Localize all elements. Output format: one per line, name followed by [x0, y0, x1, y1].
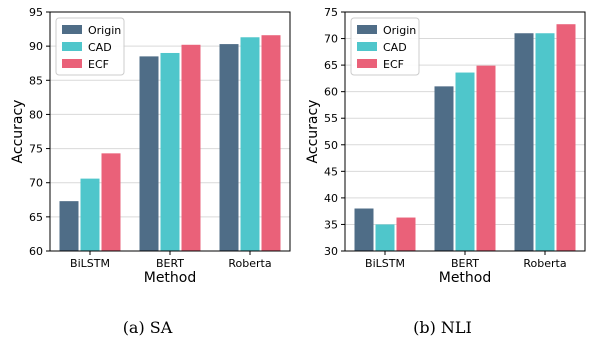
legend-swatch-origin: [62, 25, 82, 34]
y-tick-label: 75: [29, 143, 43, 156]
bar-origin-bert: [434, 86, 454, 251]
plot-frame: [344, 11, 586, 252]
legend-label-ecf: ECF: [383, 58, 404, 71]
x-tick-label: Roberta: [523, 257, 566, 270]
x-tick-label: BiLSTM: [365, 257, 405, 270]
x-tick-label: BERT: [451, 257, 479, 270]
x-axis-label: Method: [144, 270, 197, 286]
y-tick-label: 65: [324, 59, 338, 72]
legend-label-origin: Origin: [88, 24, 121, 37]
x-tick-label: BiLSTM: [70, 257, 110, 270]
y-tick-label: 75: [324, 6, 338, 19]
legend-label-cad: CAD: [383, 41, 407, 54]
y-tick-label: 90: [29, 40, 43, 53]
legend-swatch-origin: [357, 25, 377, 34]
legend-swatch-ecf: [62, 59, 82, 68]
bar-origin-bert: [139, 56, 159, 252]
legend-label-ecf: ECF: [88, 58, 109, 71]
bar-cad-bert: [455, 72, 475, 252]
x-tick-label: BERT: [156, 257, 184, 270]
bar-ecf-bert: [181, 44, 201, 251]
caption-sa: (a) SA: [122, 318, 173, 337]
legend-label-cad: CAD: [88, 41, 112, 54]
y-tick-label: 85: [29, 74, 43, 87]
y-tick-label: 65: [29, 211, 43, 224]
y-tick-label: 70: [29, 177, 43, 190]
chart-nli: 30 35 40 45 50 55 60 65 70 75 BiLSTM BERT Roberta Met…: [305, 6, 586, 286]
legend-swatch-cad: [62, 42, 82, 51]
bar-cad-roberta: [535, 33, 555, 251]
chart-sa: 60 65 70 75 80 85 90 95 BiLSTM BERT Roberta Method A…: [10, 6, 291, 286]
bar-cad-bert: [160, 52, 180, 251]
y-axis-label: Accuracy: [305, 100, 321, 164]
x-tick-label: Roberta: [228, 257, 271, 270]
plot-frame: [49, 11, 291, 252]
bar-origin-bilstm: [354, 208, 374, 251]
y-tick-label: 60: [324, 86, 338, 99]
y-tick-label: 70: [324, 33, 338, 46]
bar-cad-bilstm: [80, 178, 100, 251]
y-axis-label: Accuracy: [10, 100, 26, 164]
figure-sa: 60 65 70 75 80 85 90 95 BiLSTM BERT Roberta Method A…: [10, 6, 291, 337]
bar-ecf-bilstm: [101, 153, 121, 251]
bar-origin-roberta: [514, 33, 534, 251]
y-tick-label: 35: [324, 218, 338, 231]
bar-ecf-bilstm: [396, 217, 416, 251]
legend-label-origin: Origin: [383, 24, 416, 37]
bar-origin-bilstm: [59, 201, 79, 251]
bar-cad-roberta: [240, 37, 260, 251]
bar-ecf-bert: [476, 65, 496, 252]
x-axis-label: Method: [439, 270, 492, 286]
y-tick-label: 55: [324, 112, 338, 125]
y-tick-label: 45: [324, 165, 338, 178]
bar-ecf-roberta: [261, 35, 281, 251]
bar-ecf-roberta: [556, 24, 576, 251]
y-tick-label: 40: [324, 192, 338, 205]
y-tick-label: 80: [29, 108, 43, 121]
y-tick-label: 60: [29, 245, 43, 258]
bar-origin-roberta: [219, 44, 239, 251]
y-tick-label: 95: [29, 6, 43, 19]
legend-swatch-ecf: [357, 59, 377, 68]
caption-nli: (b) NLI: [413, 318, 472, 337]
y-tick-label: 50: [324, 139, 338, 152]
bar-cad-bilstm: [375, 224, 395, 251]
legend-swatch-cad: [357, 42, 377, 51]
figure-nli: 30 35 40 45 50 55 60 65 70 75 BiLSTM BERT Roberta Met…: [295, 0, 590, 345]
y-tick-label: 30: [324, 245, 338, 258]
